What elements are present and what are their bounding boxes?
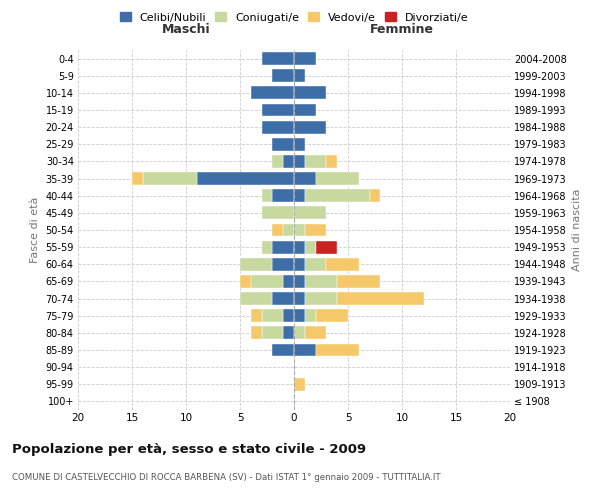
Text: Femmine: Femmine — [370, 22, 434, 36]
Bar — [240, 292, 272, 305]
Bar — [283, 310, 294, 322]
Bar — [262, 190, 272, 202]
Bar — [337, 275, 380, 288]
Bar — [262, 52, 294, 65]
Bar — [283, 155, 294, 168]
Bar — [262, 240, 272, 254]
Bar — [316, 172, 359, 185]
Bar — [272, 240, 294, 254]
Y-axis label: Anni di nascita: Anni di nascita — [572, 188, 583, 271]
Bar — [251, 310, 262, 322]
Bar — [294, 172, 316, 185]
Bar — [197, 172, 294, 185]
Bar — [316, 240, 337, 254]
Bar — [370, 190, 380, 202]
Bar — [272, 344, 294, 356]
Bar — [272, 70, 294, 82]
Bar — [305, 275, 337, 288]
Bar — [294, 86, 326, 100]
Bar — [240, 275, 251, 288]
Bar — [294, 104, 316, 117]
Bar — [305, 258, 326, 270]
Bar — [305, 326, 326, 340]
Text: Maschi: Maschi — [161, 22, 211, 36]
Bar — [283, 224, 294, 236]
Text: Popolazione per età, sesso e stato civile - 2009: Popolazione per età, sesso e stato civil… — [12, 442, 366, 456]
Bar — [326, 155, 337, 168]
Bar — [143, 172, 197, 185]
Bar — [294, 190, 305, 202]
Bar — [294, 240, 305, 254]
Bar — [316, 310, 348, 322]
Bar — [326, 258, 359, 270]
Bar — [294, 292, 305, 305]
Bar — [294, 310, 305, 322]
Bar — [305, 310, 316, 322]
Bar — [272, 190, 294, 202]
Bar — [272, 292, 294, 305]
Bar — [294, 378, 305, 390]
Bar — [305, 190, 370, 202]
Bar — [272, 155, 283, 168]
Y-axis label: Fasce di età: Fasce di età — [30, 197, 40, 263]
Bar — [305, 155, 326, 168]
Bar — [294, 344, 316, 356]
Bar — [294, 120, 326, 134]
Legend: Celibi/Nubili, Coniugati/e, Vedovi/e, Divorziati/e: Celibi/Nubili, Coniugati/e, Vedovi/e, Di… — [116, 9, 472, 26]
Bar — [305, 224, 326, 236]
Text: COMUNE DI CASTELVECCHIO DI ROCCA BARBENA (SV) - Dati ISTAT 1° gennaio 2009 - TUT: COMUNE DI CASTELVECCHIO DI ROCCA BARBENA… — [12, 472, 440, 482]
Bar — [305, 240, 316, 254]
Bar — [294, 275, 305, 288]
Bar — [132, 172, 143, 185]
Bar — [294, 52, 316, 65]
Bar — [305, 292, 337, 305]
Bar — [337, 292, 424, 305]
Bar — [283, 275, 294, 288]
Bar — [251, 326, 262, 340]
Bar — [272, 258, 294, 270]
Bar — [262, 310, 283, 322]
Bar — [294, 206, 326, 220]
Bar — [262, 120, 294, 134]
Bar — [294, 70, 305, 82]
Bar — [294, 138, 305, 150]
Bar — [240, 258, 272, 270]
Bar — [294, 224, 305, 236]
Bar — [262, 206, 294, 220]
Bar — [251, 86, 294, 100]
Bar — [251, 275, 283, 288]
Bar — [283, 326, 294, 340]
Bar — [272, 224, 283, 236]
Bar — [262, 326, 283, 340]
Bar — [294, 326, 305, 340]
Bar — [294, 155, 305, 168]
Bar — [272, 138, 294, 150]
Bar — [294, 258, 305, 270]
Bar — [262, 104, 294, 117]
Bar — [316, 344, 359, 356]
